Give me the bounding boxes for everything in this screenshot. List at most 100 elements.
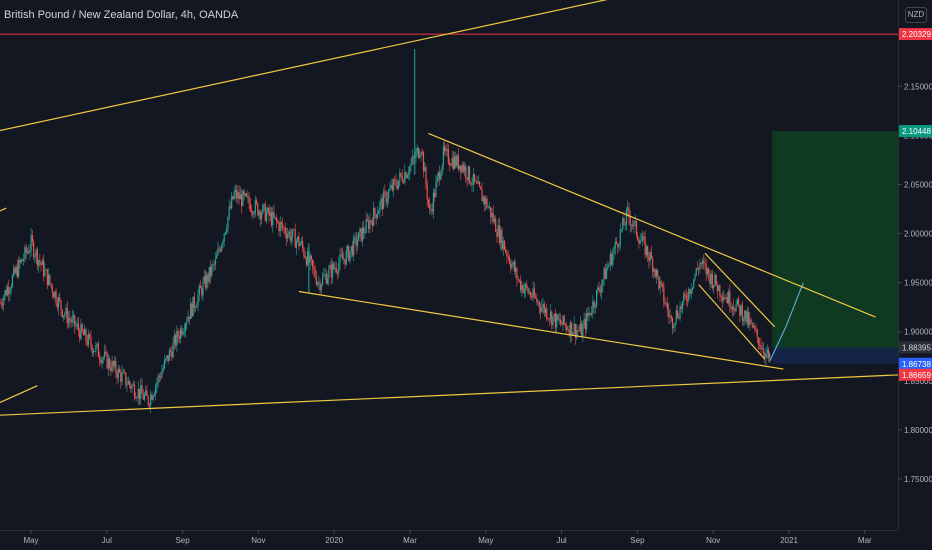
candle-body: [599, 290, 601, 293]
candle-body: [454, 156, 456, 169]
candle-body: [260, 213, 263, 219]
candle-body: [430, 208, 432, 210]
candle-body: [55, 291, 57, 304]
candle-body: [277, 221, 279, 223]
candle-body: [513, 262, 515, 272]
candle-body: [226, 228, 228, 233]
candle-body: [213, 264, 215, 265]
projection-layer: [769, 282, 804, 362]
candle-body: [238, 192, 240, 200]
candle-body: [176, 330, 178, 346]
candle-body: [399, 173, 401, 181]
candle-body: [11, 275, 14, 287]
candle-body: [101, 358, 103, 363]
candle-body: [147, 396, 149, 405]
candle-body: [123, 371, 126, 373]
candle-body: [505, 249, 507, 252]
candle-body: [548, 318, 550, 320]
candle-body: [241, 194, 243, 207]
candle-body: [116, 373, 118, 379]
candle-body: [112, 361, 114, 367]
candle-body: [284, 228, 286, 234]
candle-body: [254, 200, 256, 214]
candle-body: [557, 314, 559, 320]
symbol-name: British Pound / New Zealand Dollar: [4, 9, 175, 21]
candle-body: [644, 237, 646, 255]
candle-body: [19, 260, 21, 263]
candle-body: [632, 225, 634, 227]
price-tick-label: 2.05000: [904, 181, 932, 190]
candle-body: [718, 285, 720, 292]
candle-body: [23, 259, 25, 261]
candle-body: [573, 323, 575, 333]
candle-body: [592, 301, 594, 313]
candle-body: [187, 316, 189, 322]
currency-badge[interactable]: NZD: [905, 7, 927, 23]
candle-body: [517, 279, 519, 280]
candle-body: [598, 287, 600, 291]
candle-body: [444, 146, 446, 152]
candle-body: [222, 241, 224, 245]
candle-body: [492, 212, 494, 222]
candle-body: [30, 235, 32, 250]
candle-body: [373, 208, 375, 226]
candle-body: [613, 248, 615, 254]
candle-body: [612, 253, 614, 265]
candle-body: [379, 202, 381, 212]
candle-body: [13, 267, 15, 276]
candle-body: [368, 220, 370, 230]
candle-body: [257, 203, 259, 216]
candle-body: [470, 182, 472, 185]
time-tick-label: Sep: [630, 536, 645, 545]
candle-body: [16, 266, 19, 277]
candle-body: [684, 293, 686, 296]
candle-body: [348, 246, 350, 261]
candle-body: [537, 301, 539, 303]
candle-body: [236, 189, 238, 199]
candle-body: [536, 297, 538, 303]
candle-body: [750, 319, 752, 323]
candle-body: [493, 218, 496, 222]
candle-body: [695, 268, 697, 276]
candle-body: [487, 207, 489, 209]
candle-body: [117, 368, 119, 379]
candle-body: [142, 393, 144, 400]
candle-body: [658, 276, 660, 289]
time-axis[interactable]: MayJulSepNov2020MarMayJulSepNov2021Mar5: [23, 530, 932, 545]
candle-body: [72, 315, 75, 318]
candle-body: [313, 266, 315, 270]
candle-body: [402, 181, 405, 183]
candle-body: [208, 266, 210, 282]
time-tick-label: Mar: [858, 536, 872, 545]
candle-body: [507, 256, 509, 258]
candle-body: [161, 371, 163, 378]
candle-body: [650, 252, 652, 259]
candle-body: [84, 329, 86, 336]
candle-body: [689, 288, 691, 294]
candle-body: [547, 318, 549, 320]
candle-body: [416, 147, 418, 152]
candle-body: [674, 322, 676, 327]
candle-body: [440, 173, 442, 180]
candle-body: [279, 222, 281, 232]
candle-body: [307, 250, 309, 265]
candle-body: [336, 271, 339, 273]
candle-body: [361, 227, 364, 242]
candle-body: [152, 395, 154, 400]
candle-body: [634, 220, 636, 222]
candle-body: [698, 269, 700, 270]
candle-body: [173, 335, 175, 343]
candle-body: [70, 320, 72, 323]
stop-zone: [772, 347, 898, 364]
candle-body: [728, 291, 730, 304]
candle-body: [680, 306, 682, 309]
title-separator: ,: [174, 9, 181, 21]
candle-body: [558, 319, 560, 321]
trendline: [0, 0, 608, 132]
candle-body: [244, 193, 246, 196]
candle-body: [115, 360, 117, 374]
candle-body: [182, 331, 184, 335]
candle-body: [278, 222, 280, 232]
candle-body: [97, 343, 99, 357]
